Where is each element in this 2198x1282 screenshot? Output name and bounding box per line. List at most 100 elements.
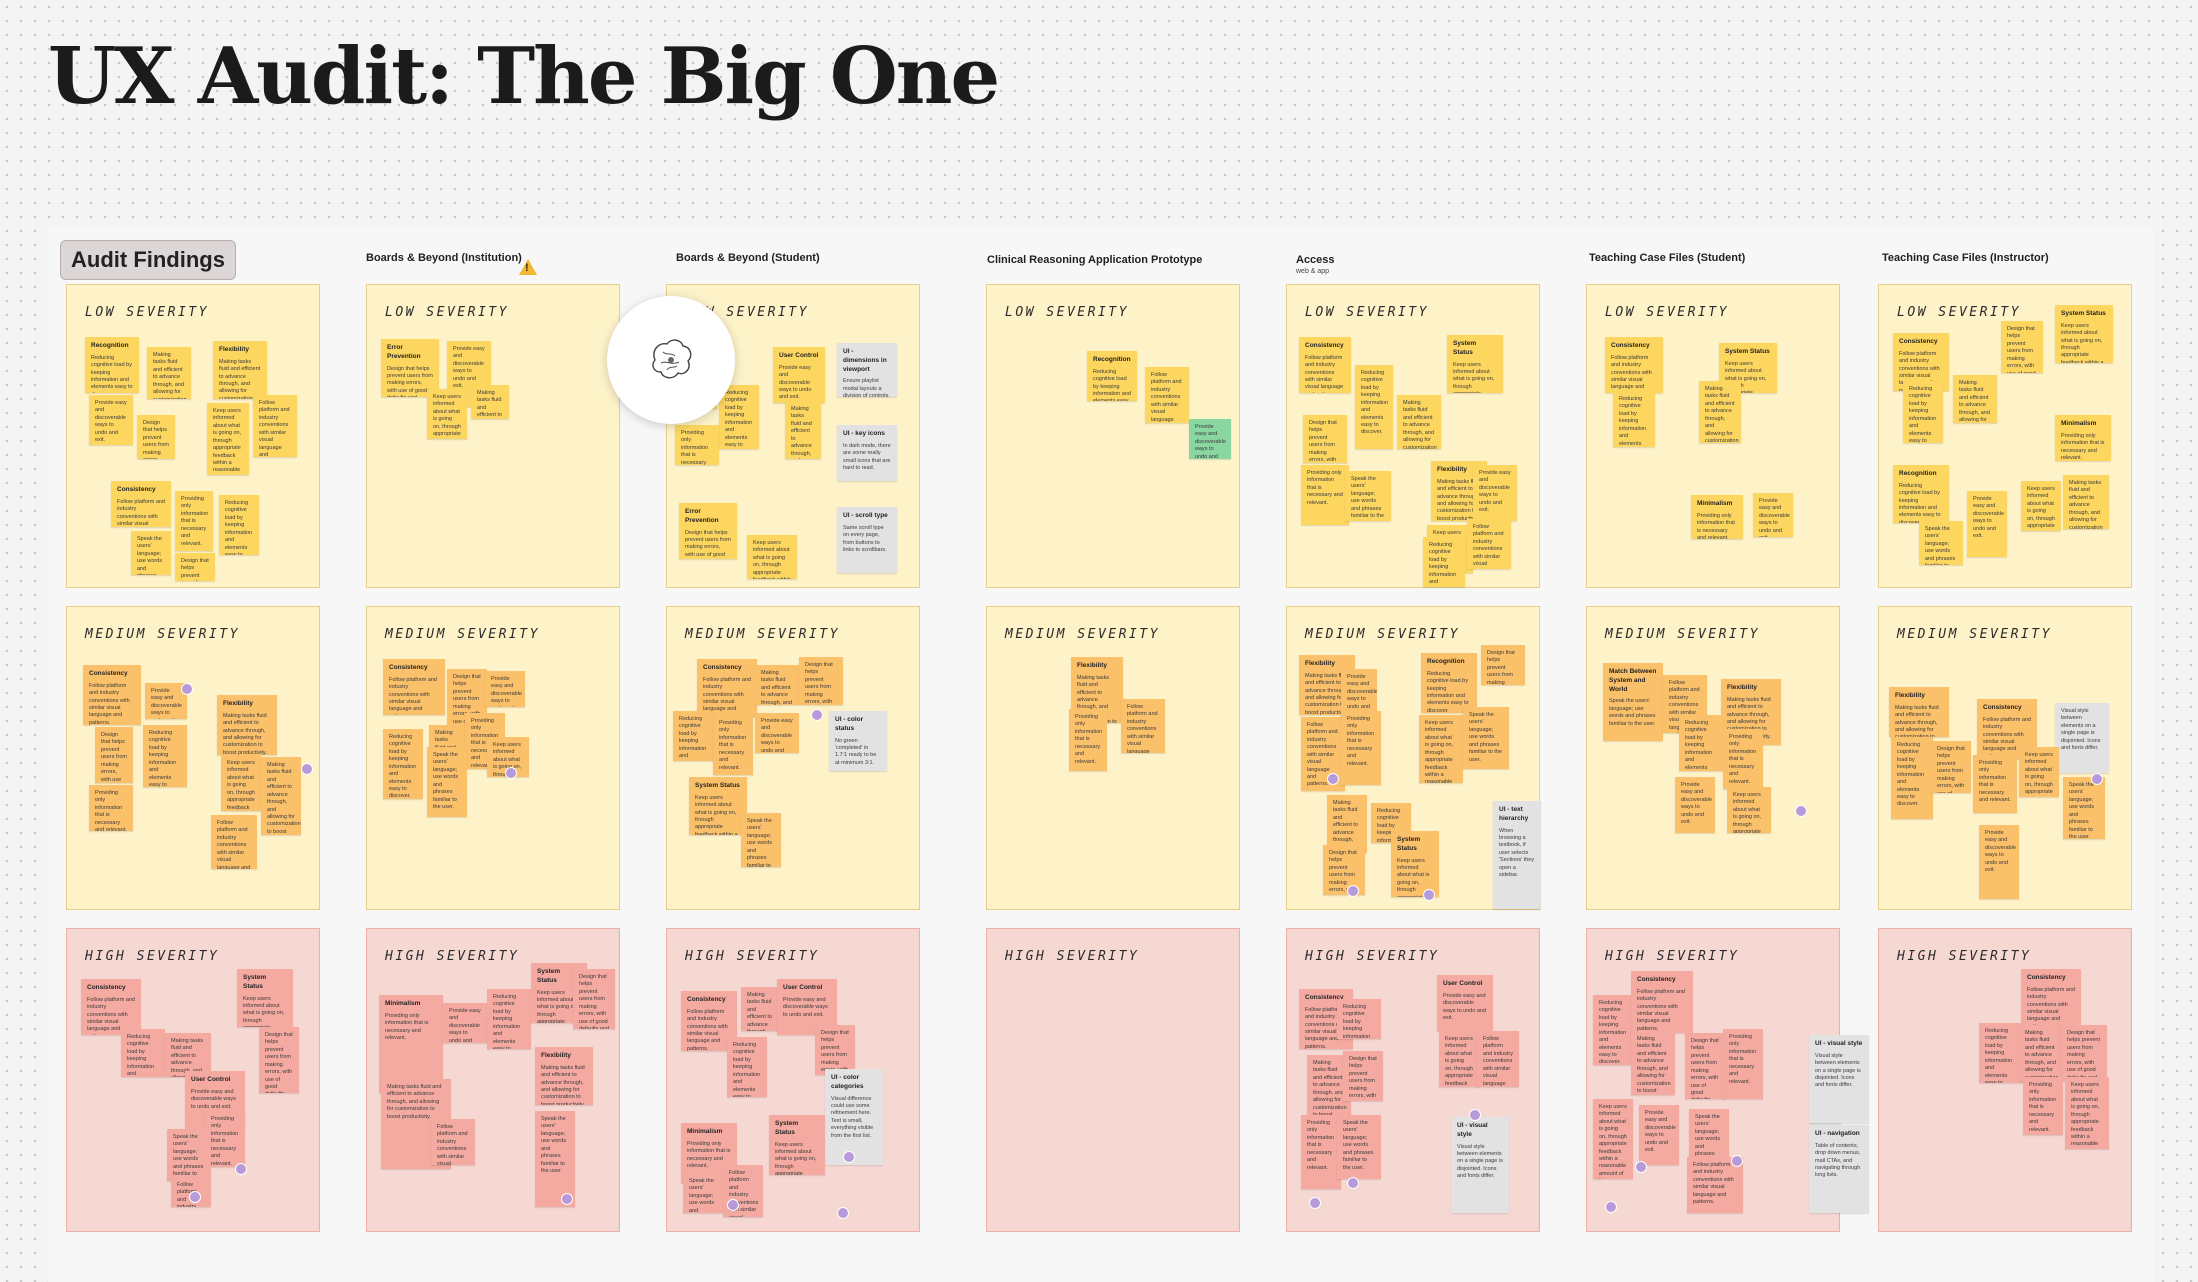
sticky-note[interactable]: Recognition Reducing cognitive load by ke… [85,337,139,393]
sticky-note[interactable]: Flexibility Making tasks fluid and effici… [213,341,267,399]
collaborator-avatar[interactable] [1469,1109,1481,1121]
sticky-note[interactable]: Reducing cognitive load by keeping infor… [727,1037,767,1097]
collaborator-avatar[interactable] [1327,773,1339,785]
sticky-note[interactable]: Making tasks fluid and efficient to adva… [755,665,799,705]
section-chip[interactable]: Audit Findings [60,240,236,280]
collaborator-avatar[interactable] [1605,1201,1617,1213]
sticky-note[interactable]: Reducing cognitive load by keeping infor… [143,725,187,787]
sticky-note[interactable]: Reducing cognitive load by keeping infor… [1423,537,1465,587]
sticky-note[interactable]: UI - navigation Table of contents, drop d… [1809,1125,1869,1213]
sticky-note[interactable]: Keep users informed about what is going … [747,535,797,579]
sticky-note[interactable]: Making tasks fluid and efficient to adva… [2063,475,2109,529]
sticky-note[interactable]: Consistency Follow platform and industry … [383,659,445,715]
sticky-note[interactable]: Speak the users' language; use words and… [1463,707,1509,769]
sticky-note[interactable]: Provide easy and discoverable ways to un… [1753,493,1793,537]
sticky-note[interactable]: Speak the users' language; use words and… [167,1129,211,1181]
sticky-note[interactable]: Provide easy and discoverable ways to un… [1979,825,2019,899]
sticky-note[interactable]: Reducing cognitive load by keeping infor… [1355,365,1393,449]
sticky-note[interactable]: Design that helps prevent users from mak… [1323,845,1365,895]
sticky-note[interactable]: Design that helps prevent users from mak… [259,1027,299,1093]
sticky-note[interactable]: Design that helps prevent users from mak… [815,1025,855,1075]
sticky-note[interactable]: Consistency Follow platform and industry … [1631,971,1693,1033]
sticky-note[interactable]: Speak the users' language; use words and… [427,747,467,817]
sticky-note[interactable]: Speak the users' language; use words and… [741,813,781,867]
sticky-note[interactable]: UI - text hierarchy When browsing a textb… [1493,801,1541,909]
sticky-note[interactable]: Keep users informed about what is going … [207,403,249,475]
sticky-note[interactable]: Keep users informed about what is going … [487,737,529,777]
sticky-note[interactable]: Providing only information that is neces… [675,425,719,465]
sticky-note[interactable]: Follow platform and industry conventions… [1687,1157,1743,1213]
sticky-note[interactable]: Providing only information that is neces… [1723,729,1763,789]
sticky-note[interactable]: Making tasks fluid and efficient to adva… [261,757,301,835]
sticky-note[interactable]: Provide easy and discoverable ways to un… [485,671,525,707]
collaborator-avatar[interactable] [561,1193,573,1205]
sticky-note[interactable]: UI - visual style Visual style between el… [1809,1035,1869,1123]
sticky-note[interactable]: Making tasks fluid and efficient to adva… [785,401,821,459]
collaborator-avatar[interactable] [1347,1177,1359,1189]
sticky-note[interactable]: Design that helps prevent users from mak… [1931,741,1971,793]
sticky-note[interactable]: Follow platform and industry conventions… [431,1119,475,1165]
sticky-note[interactable]: Design that helps prevent users from mak… [1343,1051,1383,1101]
sticky-note[interactable]: Keep users informed about what is going … [1727,787,1771,833]
collaborator-avatar[interactable] [811,709,823,721]
sticky-note[interactable]: Visual style between elements on a singl… [2055,703,2109,773]
sticky-note[interactable]: User Control Provide easy and discoverabl… [1437,975,1493,1031]
sticky-note[interactable]: Design that helps prevent users from mak… [175,553,215,581]
sticky-note[interactable]: Speak the users' language; use words and… [683,1173,723,1213]
sticky-note[interactable]: Making tasks fluid and efficient to adva… [1631,1031,1675,1095]
sticky-note[interactable]: Providing only information that is neces… [1973,755,2017,813]
collaborator-avatar[interactable] [301,763,313,775]
sticky-note[interactable]: Minimalism Providing only information tha… [379,995,443,1093]
sticky-note[interactable]: Follow platform and industry conventions… [723,1165,763,1217]
sticky-note[interactable]: Speak the users' language; use words and… [1337,1115,1381,1179]
collaborator-avatar[interactable] [505,767,517,779]
sticky-note[interactable]: UI - dimensions in viewport Ensure playli… [837,343,897,397]
collaborator-avatar[interactable] [843,1151,855,1163]
collaborator-avatar[interactable] [727,1199,739,1211]
sticky-note[interactable]: UI - visual style Visual style between el… [1451,1117,1509,1213]
sticky-note[interactable]: Making tasks fluid and efficient to adva… [147,347,191,399]
sticky-note[interactable]: UI - scroll type Same scroll type on ever… [837,507,897,573]
sticky-note[interactable]: Making tasks fluid and efficient to adva… [1699,381,1741,443]
collaborator-avatar[interactable] [1309,1197,1321,1209]
sticky-note[interactable]: Reducing cognitive load by keeping infor… [719,385,759,449]
sticky-note[interactable]: System Status Keep users informed about w… [1447,335,1503,393]
sticky-note[interactable]: Making tasks fluid and efficient to adva… [1953,375,1997,423]
collaborator-avatar[interactable] [181,683,193,695]
sticky-note[interactable]: Follow platform and industry conventions… [1145,367,1189,423]
sticky-note[interactable]: Keep users informed about what is going … [221,755,261,811]
sticky-note[interactable]: Follow platform and industry conventions… [1477,1031,1519,1087]
sticky-note[interactable]: UI - key icons In dark mode, there are so… [837,425,897,481]
sticky-note[interactable]: Making tasks fluid and efficient to adva… [165,1033,211,1077]
sticky-note[interactable]: Providing only information that is neces… [175,491,213,551]
sticky-note[interactable]: Reducing cognitive load by keeping infor… [383,729,423,799]
sticky-note[interactable]: Providing only information that is neces… [205,1111,245,1167]
collaborator-avatar[interactable] [1635,1161,1647,1173]
sticky-note[interactable]: Provide easy and discoverable ways to un… [755,713,799,753]
sticky-note[interactable]: System Status Keep users informed about w… [237,969,293,1027]
sticky-note[interactable]: Consistency Follow platform and industry … [697,659,757,717]
sticky-note[interactable]: Reducing cognitive load by keeping infor… [219,495,259,555]
sticky-note[interactable]: Minimalism Providing only information tha… [1691,495,1743,539]
sticky-note[interactable]: Keep users informed about what is going … [2019,747,2059,797]
sticky-note[interactable]: Flexibility Making tasks fluid and effici… [1889,687,1949,737]
sticky-note[interactable]: Provide easy and discoverable ways to un… [1639,1105,1679,1165]
sticky-note[interactable]: Design that helps prevent users from mak… [137,415,175,459]
sticky-note[interactable]: Follow platform and industry conventions… [211,815,257,869]
sticky-note[interactable]: Provide easy and discoverable ways to un… [145,683,187,719]
collaborator-avatar[interactable] [189,1191,201,1203]
sticky-note[interactable]: Reducing cognitive load by keeping infor… [1903,381,1943,443]
collaborator-avatar[interactable] [1795,805,1807,817]
sticky-note[interactable]: Making tasks fluid and efficient to adva… [1327,795,1367,853]
sticky-note[interactable]: Consistency Follow platform and industry … [81,979,141,1035]
sticky-note[interactable]: Error Prevention Design that helps preven… [381,339,439,397]
sticky-note[interactable]: Providing only information that is neces… [1723,1029,1763,1099]
sticky-note[interactable]: System Status Keep users informed about w… [2055,305,2113,363]
sticky-note[interactable]: Making tasks fluid and efficient to adva… [1397,395,1441,449]
sticky-note[interactable]: Providing only information that is neces… [1301,465,1349,525]
sticky-note[interactable]: Design that helps prevent users from mak… [95,727,133,783]
sticky-note[interactable]: Providing only information that is neces… [1341,711,1381,785]
sticky-note[interactable]: Recognition Reducing cognitive load by ke… [1421,653,1477,713]
sticky-note[interactable]: Providing only information that is neces… [713,715,753,775]
sticky-note[interactable]: Reducing cognitive load by keeping infor… [673,711,713,761]
